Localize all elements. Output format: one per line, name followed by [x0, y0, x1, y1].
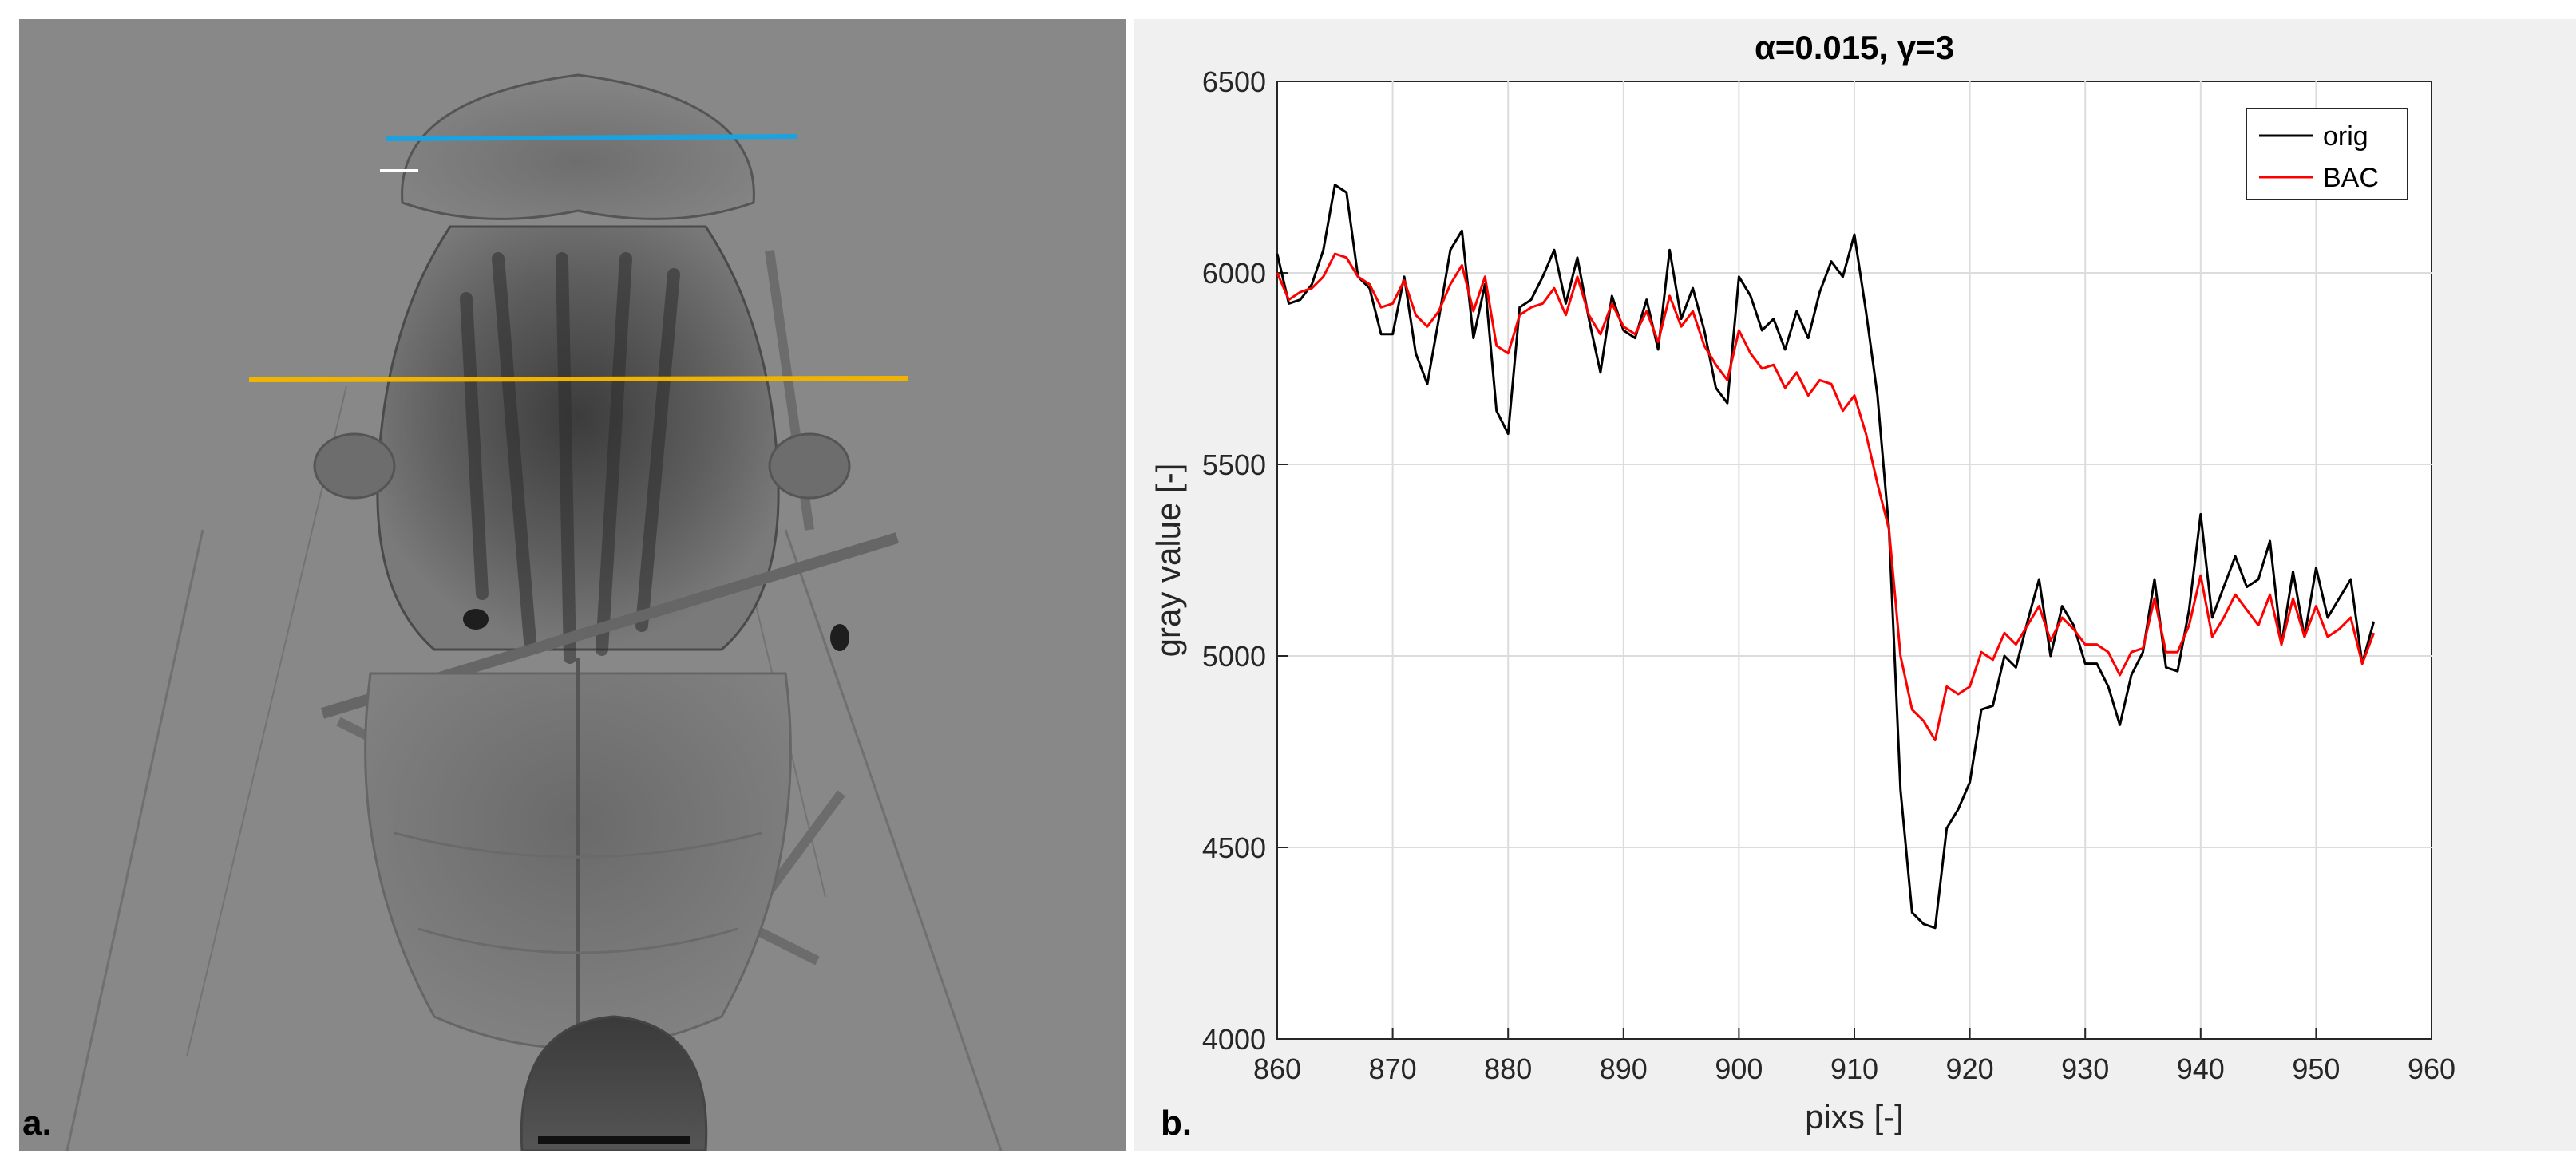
x-tick-label: 920 [1946, 1052, 1994, 1085]
chart-title: α=0.015, γ=3 [1755, 29, 1954, 66]
y-tick-label: 4000 [1202, 1023, 1266, 1056]
legend-orig-label: orig [2323, 121, 2368, 152]
series-line-bac [1276, 252, 2376, 742]
x-axis-ticks: 860 870 880 890 900 910 920 930 940 950 960 [1253, 1028, 2455, 1085]
y-tick-label: 5000 [1202, 640, 1266, 673]
profile-line-blue [386, 134, 798, 141]
x-tick-label: 910 [1830, 1052, 1878, 1085]
y-axis-ticks: 4000 4500 5000 5500 6000 6500 [1202, 65, 1288, 1056]
line-chart: 860 870 880 890 900 910 920 930 940 950 960 4000 45… [1134, 19, 2576, 1151]
x-tick-label: 950 [2292, 1052, 2340, 1085]
x-tick-label: 880 [1484, 1052, 1532, 1085]
x-tick-label: 930 [2061, 1052, 2109, 1085]
x-tick-label: 940 [2177, 1052, 2225, 1085]
x-tick-label: 960 [2408, 1052, 2455, 1085]
legend: orig BAC [2246, 108, 2408, 200]
y-tick-label: 6500 [1202, 65, 1266, 98]
x-axis-label: pixs [-] [1805, 1098, 1904, 1135]
legend-bac-label: BAC [2323, 163, 2379, 193]
insect-specimen [65, 73, 1003, 1151]
x-tick-label: 890 [1600, 1052, 1648, 1085]
y-tick-label: 4500 [1202, 831, 1266, 864]
x-tick-label: 900 [1715, 1052, 1763, 1085]
panel-a-label: a. [22, 1104, 52, 1143]
legend-box [2246, 108, 2408, 200]
panel-b-label: b. [1161, 1104, 1192, 1143]
y-tick-label: 6000 [1202, 257, 1266, 290]
y-tick-label: 5500 [1202, 448, 1266, 481]
x-tick-label: 860 [1253, 1052, 1301, 1085]
series-line-orig [1276, 184, 2376, 930]
profile-line-orange [248, 376, 908, 382]
series-lines [1276, 184, 2376, 930]
y-axis-label: gray value [-] [1150, 464, 1187, 658]
x-tick-label: 870 [1369, 1052, 1417, 1085]
grid-lines [1277, 81, 2432, 1039]
xray-panel: a. [19, 19, 1126, 1151]
